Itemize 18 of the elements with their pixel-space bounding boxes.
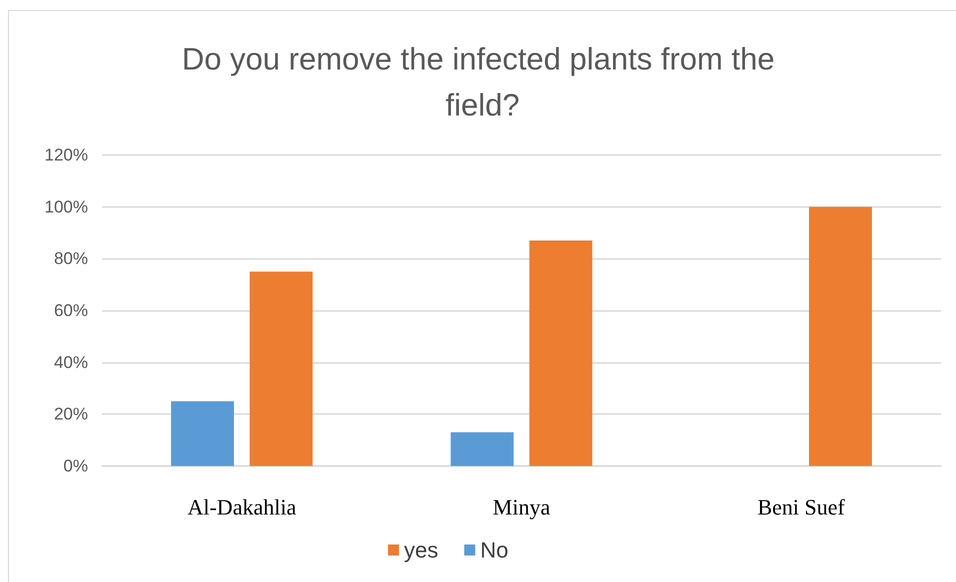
- y-tick-label: 80%: [54, 249, 88, 268]
- bar: [450, 432, 514, 466]
- x-tick-label: Beni Suef: [757, 494, 846, 520]
- y-tick-label: 40%: [54, 352, 88, 372]
- y-tick-label: 60%: [54, 301, 88, 320]
- legend-label: No: [480, 538, 508, 562]
- y-tick-label: 120%: [44, 146, 88, 164]
- y-tick-label: 100%: [44, 197, 88, 216]
- x-tick-label: Minya: [492, 494, 550, 520]
- bar: [171, 401, 234, 466]
- x-tick-label: Al-Dakahlia: [187, 494, 296, 520]
- y-tick-label: 20%: [54, 404, 88, 424]
- bar: [529, 240, 592, 466]
- y-tick-label: 0%: [63, 456, 88, 476]
- bar: [250, 272, 313, 466]
- legend-label: yes: [404, 538, 438, 562]
- bar: [809, 206, 872, 466]
- chart-title: Do you remove the infected plants from the field?: [182, 42, 784, 122]
